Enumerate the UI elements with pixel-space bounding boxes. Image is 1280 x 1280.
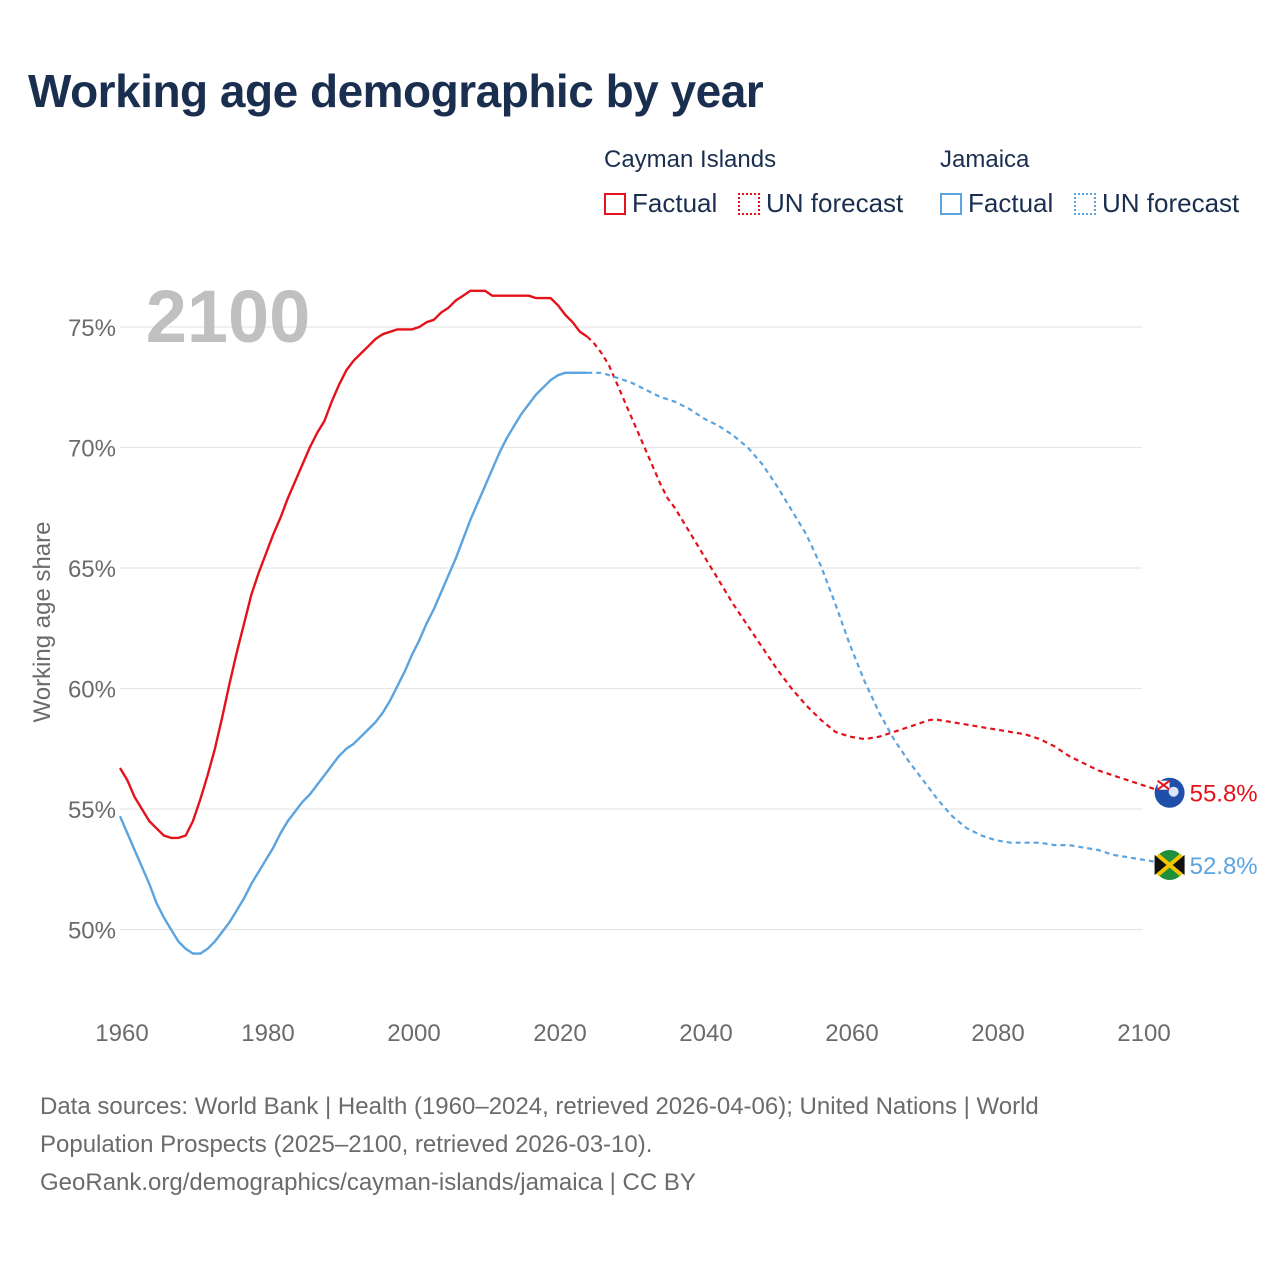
x-tick-label: 2000 <box>387 1020 440 1047</box>
y-tick-label: 55% <box>68 797 116 824</box>
jamaica-flag-icon <box>1154 850 1185 881</box>
x-tick-label: 2020 <box>533 1020 586 1047</box>
y-tick-label: 75% <box>68 315 116 342</box>
end-value-label: 52.8% <box>1190 853 1258 880</box>
x-tick-label: 2100 <box>1117 1020 1170 1047</box>
footer: Data sources: World Bank | Health (1960–… <box>40 1088 1240 1202</box>
legend-cayman-factual[interactable]: Factual <box>604 188 717 219</box>
cayman-islands-forecast-line <box>586 335 1157 791</box>
chart-title: Working age demographic by year <box>28 65 764 117</box>
legend-label: Factual <box>968 188 1054 218</box>
legend-cayman-forecast[interactable]: UN forecast <box>738 188 903 219</box>
y-tick-label: 50% <box>68 918 116 945</box>
legend-label: UN forecast <box>766 188 904 218</box>
cayman-islands-flag-icon <box>1154 777 1185 808</box>
year-watermark: 2100 <box>146 275 311 358</box>
line-chart: 2100 Working age share 50% 55% 60% 65% 70% 75… <box>29 275 1258 1047</box>
x-tick-label: 1960 <box>95 1020 148 1047</box>
y-axis-label: Working age share <box>29 522 56 723</box>
data-sources-line-2: Population Prospects (2025–2100, retriev… <box>40 1131 653 1158</box>
x-tick-label: 1980 <box>241 1020 294 1047</box>
solid-line-swatch-icon <box>604 192 626 215</box>
x-tick-label: 2040 <box>679 1020 732 1047</box>
dotted-line-swatch-icon <box>738 192 760 215</box>
legend-jamaica-factual[interactable]: Factual <box>940 188 1053 219</box>
cayman-islands-factual-line <box>118 289 588 840</box>
y-tick-label: 70% <box>68 436 116 463</box>
legend-group-name: Cayman Islands <box>604 146 777 173</box>
legend-label: UN forecast <box>1102 188 1240 218</box>
source-link[interactable]: GeoRank.org/demographics/cayman-islands/… <box>40 1169 696 1196</box>
dotted-line-swatch-icon <box>1074 192 1096 215</box>
end-value-label: 55.8% <box>1190 781 1258 808</box>
legend-jamaica-forecast[interactable]: UN forecast <box>1074 188 1239 219</box>
jamaica-forecast-line <box>587 371 1157 864</box>
solid-line-swatch-icon <box>940 192 962 215</box>
legend-group-name: Jamaica <box>940 146 1030 173</box>
x-tick-label: 2080 <box>971 1020 1024 1047</box>
data-sources-line-1: Data sources: World Bank | Health (1960–… <box>40 1093 1039 1120</box>
legend-label: Factual <box>632 188 718 218</box>
y-tick-label: 60% <box>68 677 116 704</box>
y-tick-label: 65% <box>68 556 116 583</box>
jamaica-factual-line <box>118 371 588 955</box>
x-tick-label: 2060 <box>825 1020 878 1047</box>
